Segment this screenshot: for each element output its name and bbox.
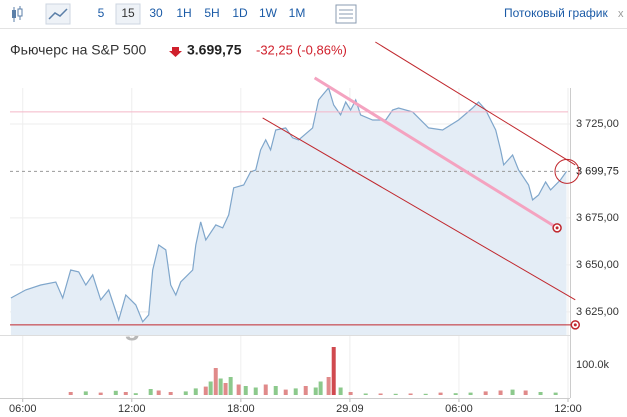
- last-price: 3.699,75: [187, 42, 242, 58]
- volume-bar: [468, 392, 473, 395]
- volume-bar: [423, 393, 428, 395]
- interval-button[interactable]: 15: [121, 6, 135, 20]
- volume-bar: [318, 381, 323, 395]
- interval-button[interactable]: 5H: [204, 6, 219, 20]
- x-tick-label: 12:00: [118, 403, 146, 415]
- area-fill: [10, 87, 567, 336]
- interval-button[interactable]: 1W: [259, 6, 278, 20]
- volume-bar: [123, 392, 128, 395]
- x-tick-label: 12:00: [554, 403, 582, 415]
- volume-bar: [83, 391, 88, 395]
- grid-icon[interactable]: [335, 4, 357, 24]
- selected-interval-box: [115, 3, 141, 25]
- trend-line: [262, 117, 576, 301]
- interval-button[interactable]: 1H: [176, 6, 191, 20]
- volume-bar: [363, 393, 368, 395]
- volume-bar: [293, 388, 298, 395]
- volume-bar: [453, 393, 458, 395]
- volume-bar: [331, 347, 336, 395]
- close-button[interactable]: x: [618, 8, 624, 20]
- volume-bar: [213, 368, 218, 395]
- volume-bar: [348, 392, 353, 395]
- volume-bar: [113, 390, 118, 395]
- interval-button[interactable]: 1M: [289, 6, 306, 20]
- volume-bar: [523, 390, 528, 395]
- volume-bar: [183, 391, 188, 395]
- volume-bar: [236, 384, 241, 395]
- volume-bar: [510, 389, 515, 395]
- volume-bar: [68, 392, 73, 395]
- y-tick-label: 3 725,00: [576, 118, 619, 130]
- last-price-box: [572, 163, 620, 180]
- volume-bar: [408, 393, 413, 395]
- trend-end-dot: [573, 323, 577, 327]
- x-tick-label: 29.09: [336, 403, 364, 415]
- trend-line: [313, 76, 558, 230]
- x-tick-label: 18:00: [227, 403, 255, 415]
- volume-bar: [538, 392, 543, 395]
- last-price-highlight: [554, 158, 580, 184]
- volume-bar: [263, 384, 268, 395]
- change: -32,25: [256, 42, 293, 57]
- plot: 3 725,00 3 675,00 3 650,00 3 625,00 06:00 12:…: [0, 41, 620, 415]
- trend-end-dot: [555, 226, 559, 230]
- volume-bar: [338, 387, 343, 395]
- volume-bar: [228, 377, 233, 395]
- interval-button[interactable]: 1D: [232, 6, 248, 20]
- volume-bar: [393, 393, 398, 395]
- quote-header: Фьючерс на S&P 500 3.699,75 -32,25 (-0,8…: [10, 42, 347, 58]
- volume-bar: [98, 392, 103, 395]
- volume-tick-label: 100.0k: [576, 359, 610, 371]
- interval-button[interactable]: 30: [149, 6, 163, 20]
- y-tick-label: 3 650,00: [576, 259, 619, 271]
- interval-button[interactable]: 5: [98, 6, 105, 20]
- volume-bar: [133, 393, 138, 395]
- stream-link[interactable]: Потоковый график: [504, 6, 608, 20]
- volume-bar: [243, 386, 248, 395]
- trend-line: [375, 41, 576, 166]
- volume-bar: [303, 386, 308, 395]
- toolbar: 5 15 30 1H 5H 1D 1W 1M Потоковый график x: [0, 3, 627, 29]
- volume-bar: [208, 381, 213, 395]
- volume-bar: [223, 383, 228, 395]
- last-price-label: 3 699,75: [576, 165, 619, 177]
- volume-bar: [203, 386, 208, 395]
- candle-icon[interactable]: [12, 6, 23, 22]
- volume-bar: [438, 392, 443, 395]
- volume-bar: [273, 386, 278, 395]
- volume-bar: [498, 390, 503, 395]
- volume-bar: [378, 393, 383, 395]
- area-icon[interactable]: [45, 3, 71, 25]
- x-tick-label: 06:00: [9, 403, 37, 415]
- volume-bar: [168, 392, 173, 395]
- volume-bar: [148, 389, 153, 395]
- change-percent: (-0,86%): [297, 42, 347, 57]
- x-tick-label: 06:00: [445, 403, 473, 415]
- volume-bar: [283, 389, 288, 395]
- volume-bar: [253, 387, 258, 395]
- volume-bar: [193, 388, 198, 395]
- instrument-title: Фьючерс на S&P 500: [10, 42, 147, 58]
- volume-bar: [218, 378, 223, 395]
- volume-bar: [156, 390, 161, 395]
- volume-bar: [483, 391, 488, 395]
- down-arrow: [169, 47, 182, 57]
- y-tick-label: 3 625,00: [576, 306, 619, 318]
- volume-bar: [326, 377, 331, 395]
- volume-bar: [313, 387, 318, 395]
- y-tick-label: 3 675,00: [576, 212, 619, 224]
- volume-bar: [553, 392, 558, 395]
